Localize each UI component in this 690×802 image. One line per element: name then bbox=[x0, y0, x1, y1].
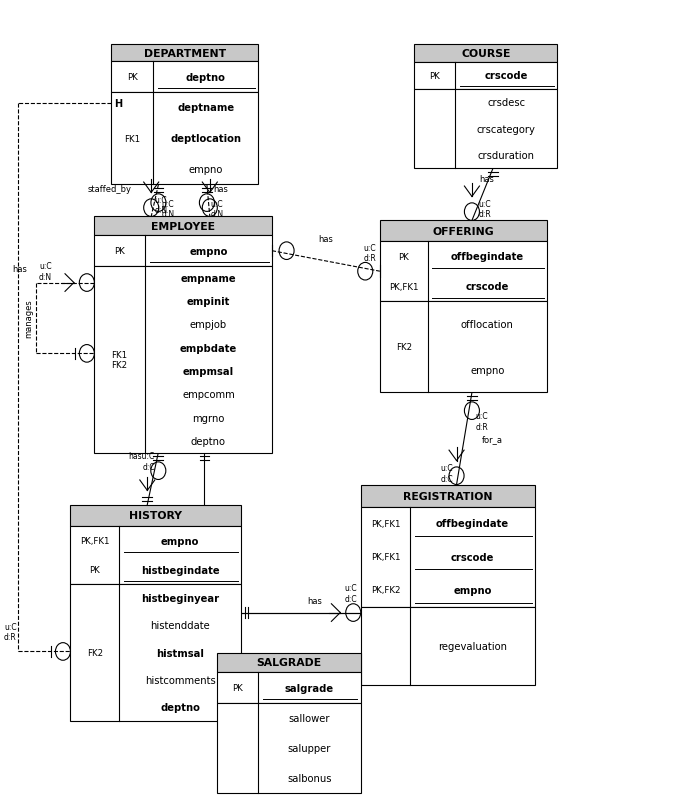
Text: PK: PK bbox=[115, 247, 125, 256]
Text: PK: PK bbox=[233, 683, 243, 692]
Text: deptno: deptno bbox=[186, 72, 226, 83]
Text: histbeginyear: histbeginyear bbox=[141, 593, 219, 603]
Text: PK,FK1: PK,FK1 bbox=[80, 537, 110, 545]
Text: has: has bbox=[479, 175, 493, 184]
Text: u:C
d:R: u:C d:R bbox=[479, 200, 491, 219]
Text: empbdate: empbdate bbox=[180, 343, 237, 353]
Text: salgrade: salgrade bbox=[285, 683, 334, 693]
Text: u:C
d:R: u:C d:R bbox=[3, 622, 17, 642]
Text: empno: empno bbox=[453, 585, 492, 595]
Text: offbegindate: offbegindate bbox=[451, 252, 524, 261]
Text: histcomments: histcomments bbox=[145, 675, 215, 685]
Text: PK: PK bbox=[90, 565, 100, 575]
Text: u:C
d:R: u:C d:R bbox=[475, 411, 488, 431]
Bar bbox=[95, 236, 272, 267]
Text: SALGRADE: SALGRADE bbox=[257, 658, 322, 667]
Text: u:C
d:N: u:C d:N bbox=[162, 200, 175, 219]
Text: REGISTRATION: REGISTRATION bbox=[403, 491, 493, 501]
Text: crscode: crscode bbox=[451, 552, 494, 562]
Text: crscode: crscode bbox=[466, 282, 509, 292]
Text: FK1
FK2: FK1 FK2 bbox=[112, 350, 128, 370]
Text: salbonus: salbonus bbox=[287, 772, 332, 783]
Text: salupper: salupper bbox=[288, 743, 331, 753]
Bar bbox=[112, 46, 258, 62]
Text: u:C
d:N: u:C d:N bbox=[39, 261, 52, 282]
Text: regevaluation: regevaluation bbox=[438, 641, 507, 650]
Text: hasu:C
d:C: hasu:C d:C bbox=[128, 452, 155, 471]
Bar bbox=[95, 267, 272, 453]
Text: empno: empno bbox=[161, 536, 199, 546]
Text: empno: empno bbox=[188, 165, 223, 175]
Bar bbox=[70, 526, 242, 585]
Bar bbox=[361, 485, 535, 507]
Text: FK1: FK1 bbox=[124, 135, 141, 144]
Bar bbox=[380, 241, 547, 302]
Text: empname: empname bbox=[181, 273, 236, 283]
Text: empcomm: empcomm bbox=[182, 390, 235, 399]
Text: staffed_by: staffed_by bbox=[87, 184, 131, 194]
Text: deptname: deptname bbox=[177, 103, 235, 113]
Text: PK: PK bbox=[398, 253, 409, 261]
Text: deptlocation: deptlocation bbox=[170, 134, 242, 144]
Text: u:C
d:N: u:C d:N bbox=[155, 196, 168, 215]
Bar bbox=[112, 62, 258, 93]
Text: COURSE: COURSE bbox=[461, 49, 511, 59]
Text: PK: PK bbox=[429, 72, 440, 81]
Text: u:C
d:R: u:C d:R bbox=[364, 243, 377, 263]
Text: OFFERING: OFFERING bbox=[433, 226, 494, 237]
Text: u:C
d:C: u:C d:C bbox=[440, 464, 453, 483]
Bar bbox=[217, 653, 361, 672]
Text: has: has bbox=[307, 596, 322, 605]
Text: has: has bbox=[214, 184, 228, 194]
Text: DEPARTMENT: DEPARTMENT bbox=[144, 49, 226, 59]
Bar bbox=[380, 302, 547, 393]
Text: PK,FK2: PK,FK2 bbox=[371, 585, 400, 594]
Text: empinit: empinit bbox=[187, 297, 230, 306]
Text: PK,FK1: PK,FK1 bbox=[371, 553, 400, 561]
Text: deptno: deptno bbox=[160, 702, 200, 712]
Bar bbox=[217, 703, 361, 792]
Text: manages: manages bbox=[24, 299, 33, 338]
Text: empmsal: empmsal bbox=[183, 367, 234, 376]
Text: crscategory: crscategory bbox=[477, 124, 535, 135]
Text: PK,FK1: PK,FK1 bbox=[371, 519, 400, 528]
Text: empno: empno bbox=[470, 365, 504, 375]
Text: H: H bbox=[114, 99, 122, 109]
Text: offlocation: offlocation bbox=[461, 320, 514, 330]
Text: PK: PK bbox=[127, 73, 138, 82]
Text: crsduration: crsduration bbox=[477, 151, 535, 161]
Text: u:C
d:C: u:C d:C bbox=[345, 583, 357, 603]
Text: FK2: FK2 bbox=[87, 648, 103, 657]
Text: mgrno: mgrno bbox=[193, 413, 225, 423]
Text: FK2: FK2 bbox=[395, 343, 412, 352]
Bar bbox=[70, 585, 242, 721]
Text: PK,FK1: PK,FK1 bbox=[389, 282, 418, 291]
Bar bbox=[70, 505, 242, 526]
Bar bbox=[217, 672, 361, 703]
Text: has: has bbox=[12, 264, 28, 273]
Bar bbox=[380, 221, 547, 241]
Text: EMPLOYEE: EMPLOYEE bbox=[151, 221, 215, 232]
Text: offbegindate: offbegindate bbox=[436, 519, 509, 529]
Text: crscode: crscode bbox=[484, 71, 528, 81]
Text: deptno: deptno bbox=[191, 436, 226, 446]
Text: has: has bbox=[319, 234, 333, 243]
Text: empjob: empjob bbox=[190, 320, 227, 330]
Bar bbox=[361, 607, 535, 685]
Text: HISTORY: HISTORY bbox=[129, 511, 182, 520]
Bar bbox=[361, 507, 535, 607]
Text: u:C
d:N: u:C d:N bbox=[210, 200, 224, 219]
Bar bbox=[414, 90, 558, 169]
Text: crsdesc: crsdesc bbox=[487, 98, 525, 108]
Bar bbox=[414, 63, 558, 90]
Bar bbox=[95, 217, 272, 236]
Bar bbox=[414, 46, 558, 63]
Bar bbox=[112, 93, 258, 185]
Text: histenddate: histenddate bbox=[150, 621, 210, 630]
Text: histbegindate: histbegindate bbox=[141, 565, 219, 575]
Text: empno: empno bbox=[189, 246, 228, 257]
Text: for_a: for_a bbox=[482, 435, 503, 444]
Text: histmsal: histmsal bbox=[156, 648, 204, 658]
Text: sallower: sallower bbox=[288, 713, 331, 723]
